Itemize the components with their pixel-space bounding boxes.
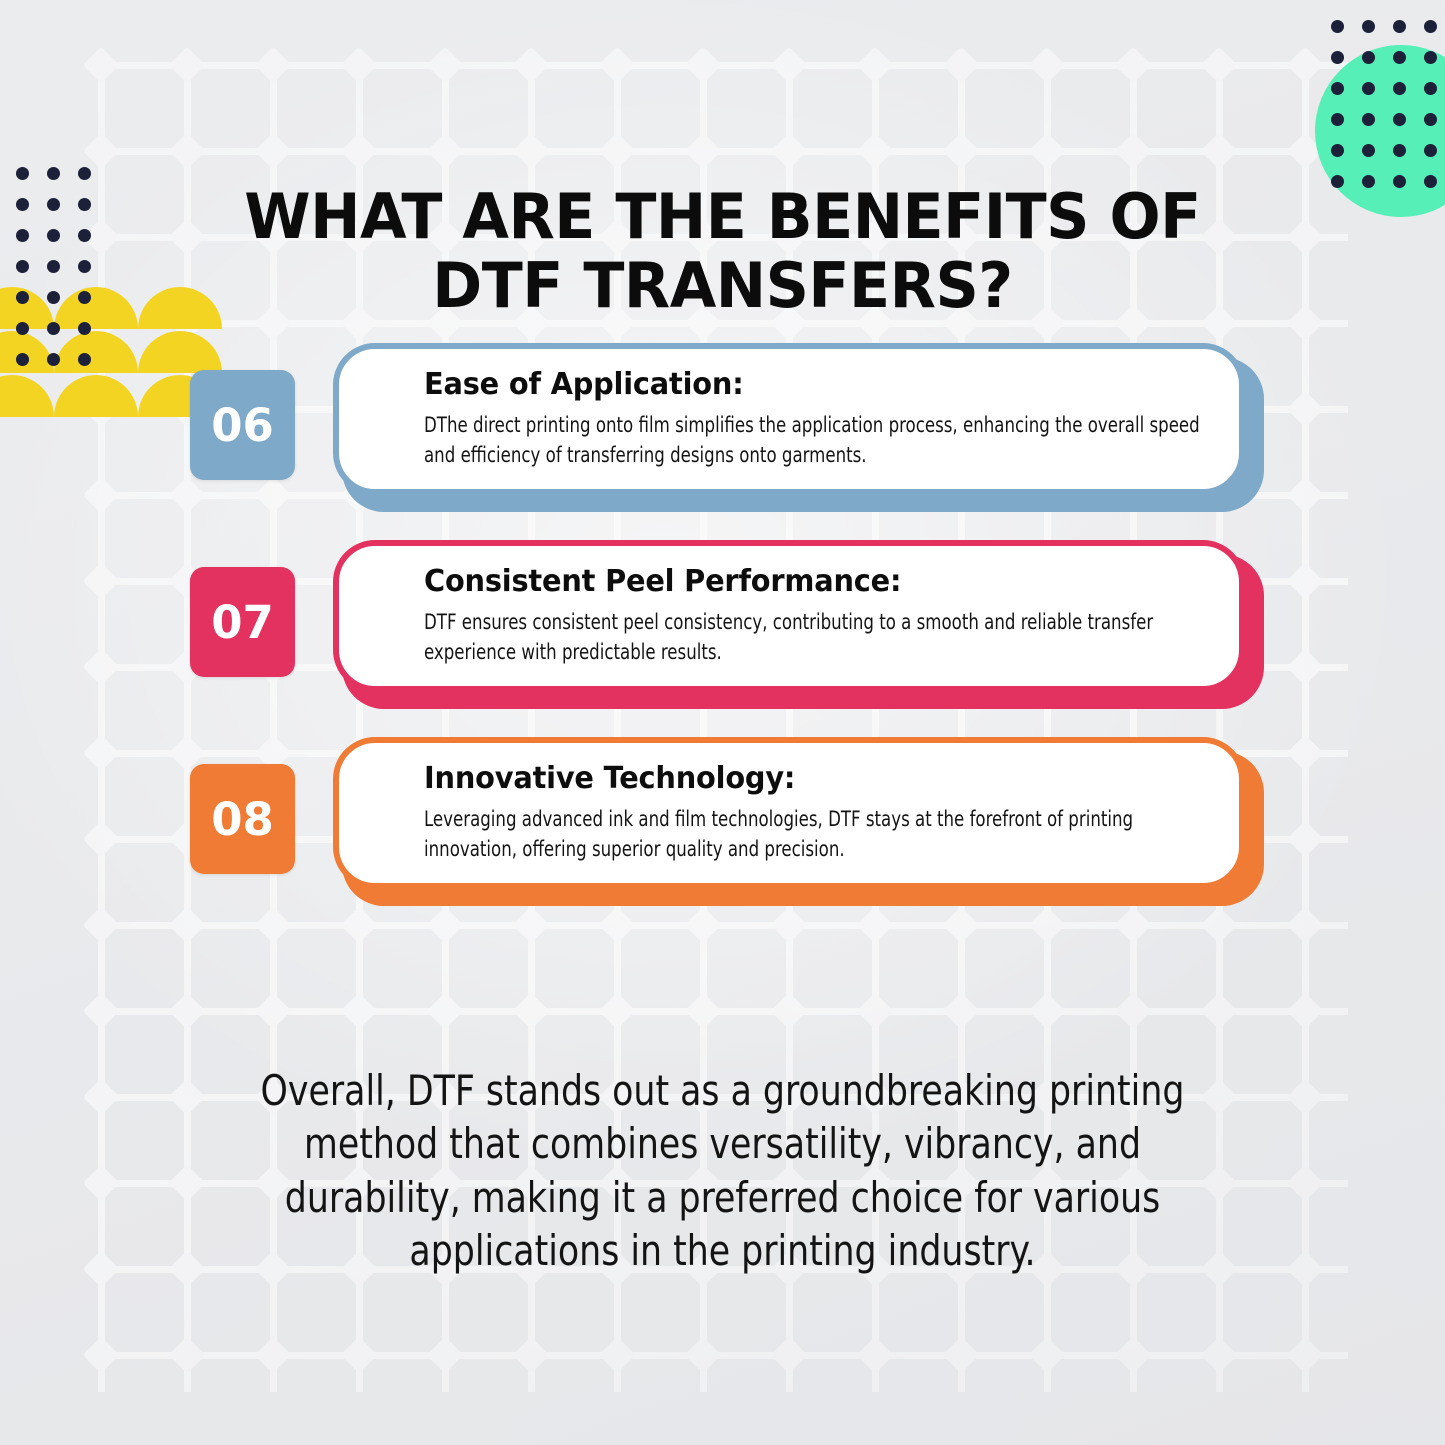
- decorative-dot: [1393, 113, 1406, 126]
- page-title: WHAT ARE THE BENEFITS OF DTF TRANSFERS?: [244, 179, 1201, 322]
- benefit-description-06: DThe direct printing onto film simplifie…: [424, 413, 1200, 467]
- benefit-card-07[interactable]: Consistent Peel Performance: DTF ensures…: [333, 540, 1245, 692]
- decorative-dot: [1393, 82, 1406, 95]
- decorative-dot: [1362, 51, 1375, 64]
- decorative-dot: [16, 291, 29, 304]
- decorative-dot: [78, 198, 91, 211]
- decorative-dot: [16, 229, 29, 242]
- decorative-dot: [1331, 51, 1344, 64]
- decorative-dot: [1331, 113, 1344, 126]
- decorative-dot: [16, 167, 29, 180]
- decorative-dot: [16, 198, 29, 211]
- decorative-dot: [1362, 144, 1375, 157]
- decorative-dot: [78, 229, 91, 242]
- decorative-dot: [1393, 51, 1406, 64]
- decorative-dot: [1362, 175, 1375, 188]
- benefit-number-badge-07: 07: [190, 567, 295, 677]
- decorative-dot: [47, 291, 60, 304]
- decorative-dot: [78, 260, 91, 273]
- benefit-row-07: 07 Consistent Peel Performance: DTF ensu…: [190, 540, 1270, 720]
- decorative-dot: [1331, 20, 1344, 33]
- decorative-dot: [78, 322, 91, 335]
- decorative-dot: [1331, 144, 1344, 157]
- decorative-dot: [78, 167, 91, 180]
- decorative-dot: [47, 198, 60, 211]
- benefit-description-08: Leveraging advanced ink and film technol…: [424, 807, 1134, 861]
- decorative-dot: [1362, 82, 1375, 95]
- benefit-number-badge-06: 06: [190, 370, 295, 480]
- benefit-number-badge-08: 08: [190, 764, 295, 874]
- decorative-dot: [1424, 113, 1437, 126]
- closing-paragraph: Overall, DTF stands out as a groundbreak…: [260, 1066, 1185, 1275]
- decorative-dot: [1393, 20, 1406, 33]
- decorative-dot: [1424, 144, 1437, 157]
- decorative-dot: [1424, 51, 1437, 64]
- benefit-row-08: 08 Innovative Technology: Leveraging adv…: [190, 737, 1270, 917]
- benefit-number-06: 06: [211, 398, 274, 452]
- decorative-dot: [47, 322, 60, 335]
- benefit-title-07: Consistent Peel Performance:: [424, 564, 902, 599]
- decorative-dot: [1424, 82, 1437, 95]
- decorative-dot: [1331, 175, 1344, 188]
- benefit-number-07: 07: [211, 595, 274, 649]
- benefit-card-08[interactable]: Innovative Technology: Leveraging advanc…: [333, 737, 1245, 889]
- benefit-title-06: Ease of Application:: [424, 367, 744, 402]
- decorative-dot: [47, 353, 60, 366]
- decorative-dot: [1331, 82, 1344, 95]
- decorative-dot: [1362, 113, 1375, 126]
- decorative-dot: [47, 229, 60, 242]
- decorative-dot: [78, 353, 91, 366]
- benefit-title-08: Innovative Technology:: [424, 761, 796, 796]
- decorative-dot: [16, 260, 29, 273]
- benefit-number-08: 08: [211, 792, 274, 846]
- decorative-dot: [1362, 20, 1375, 33]
- benefit-row-06: 06 Ease of Application: DThe direct prin…: [190, 343, 1270, 523]
- benefit-description-07: DTF ensures consistent peel consistency,…: [424, 610, 1154, 664]
- decorative-dot: [16, 322, 29, 335]
- decorative-dot: [78, 291, 91, 304]
- decorative-dot: [47, 167, 60, 180]
- decorative-dot: [1424, 20, 1437, 33]
- decorative-dot: [1393, 175, 1406, 188]
- decorative-dot: [47, 260, 60, 273]
- decorative-dot: [1424, 175, 1437, 188]
- decorative-dot: [1393, 144, 1406, 157]
- decorative-dot: [16, 353, 29, 366]
- teal-circle-shape: [1315, 45, 1445, 217]
- benefit-card-06[interactable]: Ease of Application: DThe direct printin…: [333, 343, 1245, 495]
